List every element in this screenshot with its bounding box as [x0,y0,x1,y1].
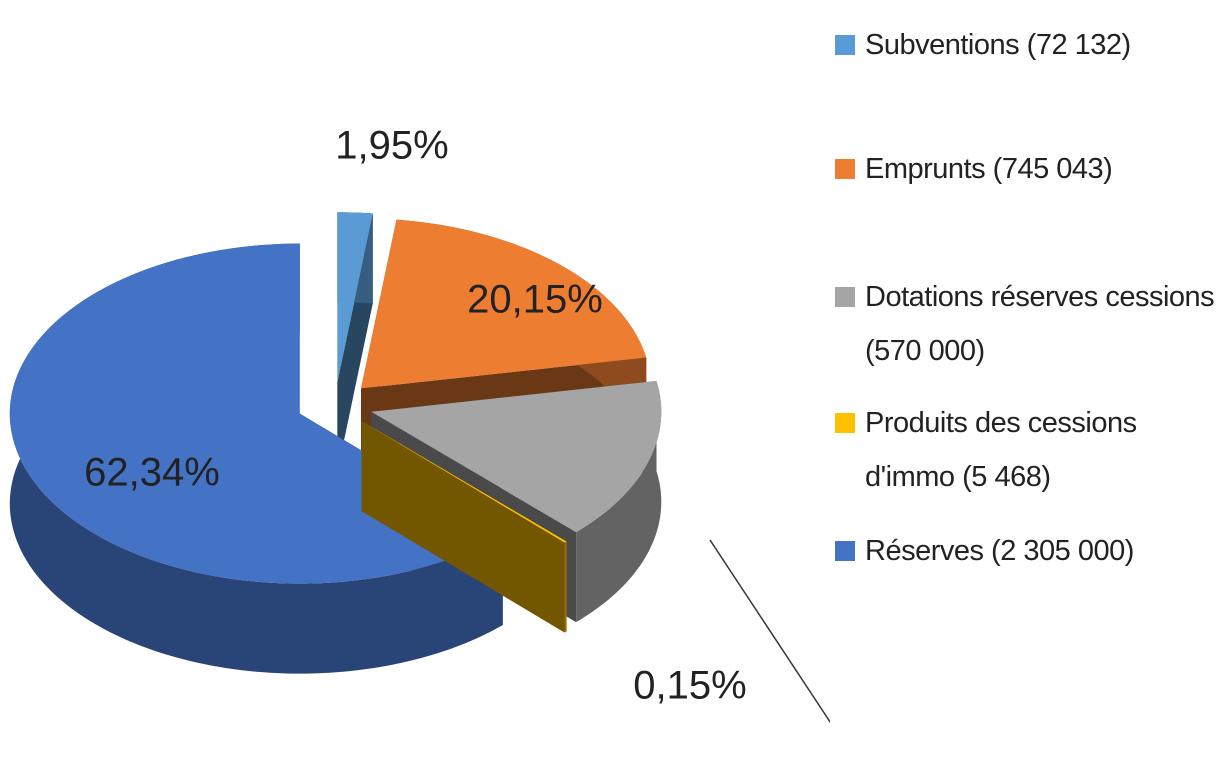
slice-wall [564,541,567,633]
legend-item: Produits des cessions d'immo (5 468) [835,396,1215,504]
legend-item: Réserves (2 305 000) [835,524,1215,578]
legend-swatch [835,35,855,55]
legend-label: Produits des cessions d'immo (5 468) [865,407,1137,493]
legend-swatch [835,287,855,307]
data-label: 20,15% [467,278,603,322]
leader-line [709,539,830,724]
legend-item: Subventions (72 132) [835,18,1215,72]
slice [371,380,662,533]
slice-wall [576,380,662,623]
legend-label: Réserves (2 305 000) [865,535,1134,567]
chart: 1,95%20,15%15,42%0,15%62,34% [9,124,830,724]
legend-item: Dotations réserves cessions (570 000) [835,270,1215,378]
slice-side [361,421,565,633]
slice [361,219,647,389]
legend-label: Subventions (72 132) [865,29,1131,61]
legend-swatch [835,159,855,179]
legend-label: Dotations réserves cessions (570 000) [865,281,1215,367]
legend-swatch [835,541,855,561]
data-label: 62,34% [84,451,220,495]
slice [361,421,567,543]
legend-label: Emprunts (745 043) [865,153,1113,185]
slice [337,212,373,383]
legend-item: Emprunts (745 043) [835,142,1215,196]
data-label: 1,95% [335,124,448,168]
legend-swatch [835,413,855,433]
data-label: 0,15% [633,664,746,708]
